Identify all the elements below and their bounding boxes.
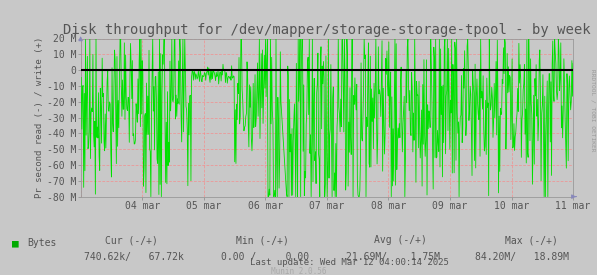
Text: Avg (-/+): Avg (-/+): [374, 235, 426, 245]
Title: Disk throughput for /dev/mapper/storage-storage-tpool - by week: Disk throughput for /dev/mapper/storage-…: [63, 23, 590, 37]
Text: Cur (-/+): Cur (-/+): [105, 235, 158, 245]
Text: Bytes: Bytes: [27, 238, 56, 248]
Text: Last update: Wed Mar 12 04:00:14 2025: Last update: Wed Mar 12 04:00:14 2025: [250, 258, 449, 267]
Text: Max (-/+): Max (-/+): [505, 235, 558, 245]
Text: ■: ■: [12, 238, 19, 248]
Text: 21.69M/    1.75M: 21.69M/ 1.75M: [346, 252, 440, 262]
Text: 84.20M/   18.89M: 84.20M/ 18.89M: [475, 252, 568, 262]
Text: 0.00 /     0.00: 0.00 / 0.00: [221, 252, 309, 262]
Text: RRDTOOL / TOBI OETIKER: RRDTOOL / TOBI OETIKER: [590, 69, 595, 151]
Text: 740.62k/   67.72k: 740.62k/ 67.72k: [84, 252, 183, 262]
Text: Min (-/+): Min (-/+): [236, 235, 289, 245]
Y-axis label: Pr second read (-) / write (+): Pr second read (-) / write (+): [35, 37, 44, 198]
Text: Munin 2.0.56: Munin 2.0.56: [271, 268, 326, 275]
